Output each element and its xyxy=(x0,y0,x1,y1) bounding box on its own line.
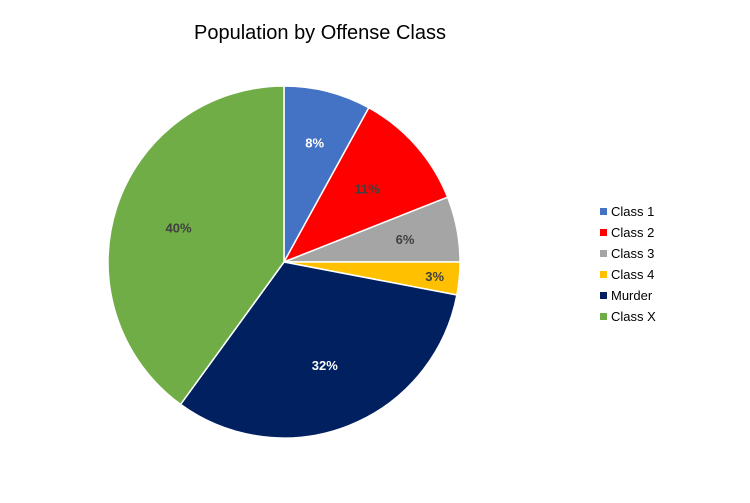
slice-label-class-3: 6% xyxy=(396,232,415,247)
slice-label-murder: 32% xyxy=(312,358,338,373)
legend-item-murder: Murder xyxy=(600,285,740,306)
legend-swatch xyxy=(600,250,607,257)
legend-item-class-2: Class 2 xyxy=(600,222,740,243)
legend-swatch xyxy=(600,292,607,299)
slice-label-class-x: 40% xyxy=(166,221,192,236)
slice-label-class-4: 3% xyxy=(425,269,444,284)
pie-slice-class-1 xyxy=(283,85,370,263)
pie-slice-class-x xyxy=(107,85,285,406)
legend-item-class-3: Class 3 xyxy=(600,243,740,264)
legend-swatch xyxy=(600,208,607,215)
legend-label: Class 4 xyxy=(611,267,655,282)
pie-slice-class-2 xyxy=(282,106,449,264)
legend-item-class-4: Class 4 xyxy=(600,264,740,285)
legend-item-class-1: Class 1 xyxy=(600,201,740,222)
legend-label: Class 1 xyxy=(611,204,655,219)
slice-label-class-2: 11% xyxy=(355,182,381,197)
chart-title: Population by Offense Class xyxy=(193,22,446,44)
legend: Class 1 Class 2 Class 3 Class 4 Murder Class … xyxy=(600,201,740,327)
legend-item-class-x: Class X xyxy=(600,306,740,327)
legend-swatch xyxy=(600,313,607,320)
legend-label: Murder xyxy=(611,288,653,303)
slice-label-class-1: 8% xyxy=(305,136,324,151)
legend-label: Class 3 xyxy=(611,246,655,261)
legend-swatch xyxy=(600,271,607,278)
legend-label: Class 2 xyxy=(611,225,655,240)
legend-swatch xyxy=(600,229,607,236)
legend-label: Class X xyxy=(611,309,656,324)
pie-slice-murder xyxy=(179,261,458,439)
